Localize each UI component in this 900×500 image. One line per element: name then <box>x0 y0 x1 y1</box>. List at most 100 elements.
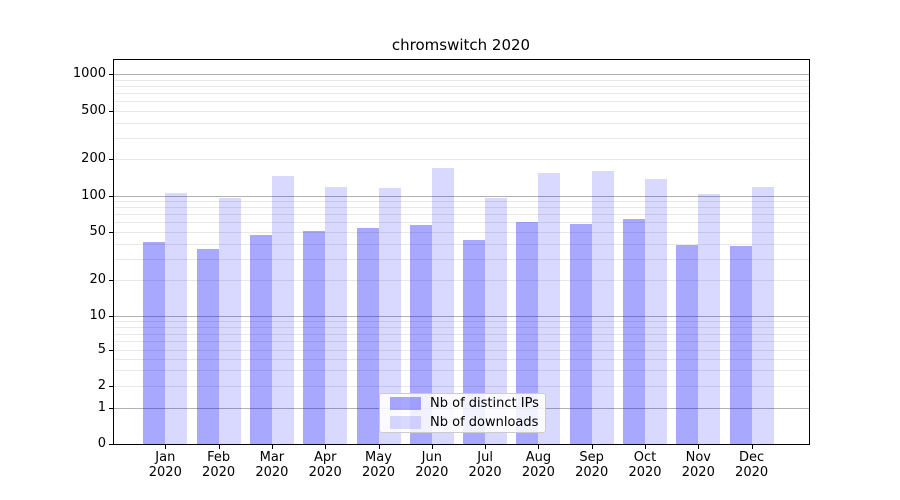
bar-downloads <box>431 168 454 444</box>
bar-downloads <box>165 193 188 444</box>
bar-downloads <box>378 187 401 444</box>
month-name: May <box>365 450 392 465</box>
bar-downloads <box>538 173 561 444</box>
month-label: Sep 2020 <box>560 450 624 480</box>
month-name: Oct <box>633 450 657 465</box>
gridline-minor <box>114 370 809 372</box>
month-year: 2020 <box>521 465 555 480</box>
x-axis-tick-mark <box>645 445 646 449</box>
month-label: Feb 2020 <box>187 450 251 480</box>
y-axis-tick-label: 100 <box>81 187 106 203</box>
month-name: Feb <box>207 450 231 465</box>
month-name: Nov <box>685 450 711 465</box>
legend-swatch-downloads <box>390 416 421 429</box>
month-label: Jan 2020 <box>133 450 197 480</box>
y-axis-tick-label: 5 <box>97 342 106 357</box>
bar-downloads <box>325 186 348 444</box>
y-axis-tick-label: 10 <box>89 308 106 323</box>
x-axis-tick-mark <box>485 445 487 449</box>
month-label: Nov 2020 <box>666 450 730 480</box>
y-axis-tick-mark <box>109 316 113 317</box>
month-name: Jul <box>477 450 493 465</box>
bar-distinct-ips <box>143 242 166 444</box>
month-year: 2020 <box>308 465 342 480</box>
month-year: 2020 <box>202 465 236 480</box>
x-axis-tick-mark <box>431 445 433 449</box>
bar-downloads <box>751 186 774 444</box>
gridline-major <box>114 74 809 76</box>
y-axis-tick-label: 1000 <box>72 66 106 82</box>
chart-title: chromswitch 2020 <box>391 36 531 54</box>
legend-swatch-distinct-ips <box>390 397 421 410</box>
gridline-minor <box>114 258 809 260</box>
x-axis-tick-mark <box>698 445 700 449</box>
gridline-minor <box>114 386 809 387</box>
month-year: 2020 <box>628 465 662 480</box>
month-year: 2020 <box>148 465 182 480</box>
legend-row-distinct-ips: Nb of distinct IPs <box>390 396 545 411</box>
gridline-major <box>114 195 809 197</box>
gridline-minor <box>114 86 809 87</box>
gridline-minor <box>114 341 809 343</box>
month-label: May 2020 <box>347 450 411 480</box>
bar-downloads <box>485 198 508 444</box>
gridline-minor <box>114 326 809 328</box>
month-name: Jan <box>155 450 176 465</box>
x-axis-tick-mark <box>271 445 273 449</box>
gridline-minor <box>114 122 809 124</box>
x-axis-tick-mark <box>751 445 753 449</box>
gridline-minor <box>114 110 809 112</box>
month-name: Sep <box>579 450 604 465</box>
month-year: 2020 <box>735 465 769 480</box>
month-label: Mar 2020 <box>240 450 304 480</box>
y-axis-tick-mark <box>109 407 113 409</box>
y-axis-tick-mark <box>109 231 113 233</box>
month-year: 2020 <box>415 465 449 480</box>
gridline-minor <box>114 93 809 94</box>
gridline-minor <box>114 79 809 81</box>
month-year: 2020 <box>361 465 396 480</box>
gridline-minor <box>114 279 809 281</box>
month-label: Apr 2020 <box>293 450 357 480</box>
y-axis-tick-label: 2 <box>97 378 106 393</box>
bar-downloads <box>645 179 667 444</box>
bar-distinct-ips <box>569 224 592 444</box>
x-axis-tick-mark <box>378 445 380 449</box>
gridline-minor <box>114 222 809 224</box>
bar-distinct-ips <box>249 235 272 444</box>
x-axis-tick-mark <box>218 445 220 449</box>
gridline-minor <box>114 321 809 323</box>
month-year: 2020 <box>255 465 289 480</box>
y-axis-tick-label: 500 <box>81 102 106 118</box>
bar-distinct-ips <box>356 227 379 444</box>
month-label: Oct 2020 <box>613 450 677 480</box>
y-axis-tick-mark <box>109 350 113 351</box>
bar-distinct-ips <box>303 230 326 444</box>
month-year: 2020 <box>575 465 609 480</box>
y-axis-tick-label: 0 <box>97 436 106 451</box>
bar-distinct-ips <box>623 219 645 444</box>
month-label: Jul 2020 <box>453 450 517 480</box>
y-axis-tick-mark <box>109 195 113 197</box>
bar-downloads <box>698 193 721 444</box>
legend-box: Nb of distinct IPs Nb of downloads <box>379 393 546 433</box>
legend-label-distinct-ips: Nb of distinct IPs <box>430 396 539 411</box>
y-axis-tick-mark <box>109 110 113 112</box>
gridline-minor <box>114 243 809 245</box>
x-axis-tick-mark <box>591 445 593 449</box>
month-name: Apr <box>313 450 337 465</box>
y-axis-tick-mark <box>109 74 113 76</box>
bar-downloads <box>271 175 294 444</box>
gridline-minor <box>114 214 809 216</box>
x-axis-tick-mark <box>538 445 540 449</box>
month-name: Dec <box>739 450 765 465</box>
month-year: 2020 <box>468 465 502 480</box>
month-year: 2020 <box>681 465 715 480</box>
month-label: Aug 2020 <box>506 450 570 480</box>
gridline-minor <box>114 101 809 103</box>
x-axis-tick-mark <box>165 445 167 449</box>
gridline-minor <box>114 350 809 351</box>
bar-distinct-ips <box>516 222 539 444</box>
gridline-minor <box>114 159 809 161</box>
month-label: Dec 2020 <box>720 450 784 480</box>
